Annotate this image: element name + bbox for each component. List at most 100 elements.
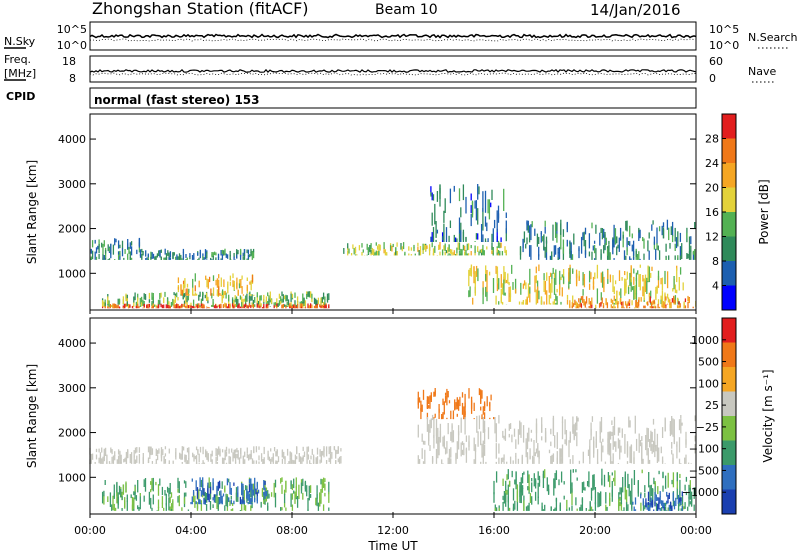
time-tick-label: 00:00 xyxy=(74,524,106,537)
nave-tick-bottom: 0 xyxy=(709,72,716,85)
time-tick-label: 20:00 xyxy=(579,524,611,537)
velocity-colorbar-tick-label: 500 xyxy=(698,356,719,369)
power-colorbar-tick-label: 28 xyxy=(705,133,719,146)
velocity-colorbar-tick-label: −100 xyxy=(689,443,719,456)
power-echo-region xyxy=(177,273,255,296)
velocity-echo-region xyxy=(632,491,683,511)
time-tick-label: 00:00 xyxy=(680,524,712,537)
velocity-colorbar-swatch xyxy=(722,342,736,367)
velocity-ytick-label: 3000 xyxy=(58,382,86,395)
power-echo-region xyxy=(139,248,255,260)
cpid-label: CPID xyxy=(6,90,35,103)
power-colorbar-tick-label: 8 xyxy=(712,255,719,268)
velocity-colorbar-swatch xyxy=(722,465,736,490)
freq-tick-bottom: 8 xyxy=(69,72,76,85)
power-colorbar-swatch xyxy=(722,285,736,310)
velocity-echo-region xyxy=(190,477,268,505)
nsky-label: N.Sky xyxy=(4,35,36,48)
nave-trace xyxy=(89,72,697,76)
power-colorbar-swatch xyxy=(722,212,736,237)
power-colorbar: 28 24 20 16 12 8 4 xyxy=(705,113,737,311)
velocity-colorbar-swatch xyxy=(722,416,736,441)
beam-label: Beam 10 xyxy=(375,2,438,18)
velocity-colorbar-tick-label: 1000 xyxy=(691,334,719,347)
time-tick-label: 12:00 xyxy=(377,524,409,537)
power-panel: 1000 2000 3000 4000 Slant Range [km] 28 24 20… xyxy=(25,113,771,311)
power-colorbar-tick-label: 16 xyxy=(705,206,719,219)
velocity-ylabel: Slant Range [km] xyxy=(25,364,39,468)
velocity-echo-region xyxy=(101,477,330,511)
power-echo-region xyxy=(569,295,697,309)
cpid-row: CPID normal (fast stereo) 153 xyxy=(6,87,697,109)
power-ytick-label: 2000 xyxy=(58,223,86,236)
freq-label: Freq. xyxy=(4,53,31,66)
noise-tick-left-top: 10^5 xyxy=(57,23,87,36)
power-colorbar-tick-label: 12 xyxy=(705,231,719,244)
velocity-ytick-label: 1000 xyxy=(58,471,86,484)
velocity-colorbar: 1000 500 100 25 −25 −100 −500 −1000 xyxy=(682,317,737,515)
velocity-colorbar-tick-label: 100 xyxy=(698,377,719,390)
noise-panel: N.Sky N.Search 10^5 10^0 10^5 10^0 xyxy=(4,21,798,52)
velocity-echo-region xyxy=(89,446,342,464)
power-colorbar-tick-label: 24 xyxy=(705,157,719,170)
velocity-colorbar-frame xyxy=(721,317,737,515)
date-label: 14/Jan/2016 xyxy=(590,1,681,19)
velocity-colorbar-swatch xyxy=(722,391,736,416)
time-axis: 00:00 04:00 08:00 12:00 16:00 20:00 00:00 xyxy=(74,308,712,537)
power-colorbar-label: Power [dB] xyxy=(757,179,771,244)
nave-tick-top: 60 xyxy=(709,55,723,68)
power-ytick-label: 3000 xyxy=(58,178,86,191)
power-echo-region xyxy=(90,237,141,260)
time-tick-label: 16:00 xyxy=(478,524,510,537)
power-echo-region xyxy=(519,219,696,260)
velocity-colorbar-label: Velocity [m s⁻¹] xyxy=(761,369,775,462)
nsearch-label: N.Search xyxy=(748,31,798,44)
time-axis-label: Time UT xyxy=(367,539,418,553)
time-tick-label: 08:00 xyxy=(276,524,308,537)
power-colorbar-swatch xyxy=(722,163,736,188)
velocity-colorbar-swatch xyxy=(722,318,736,343)
plot-title: Zhongshan Station (fitACF) xyxy=(92,0,309,18)
power-echoes xyxy=(90,184,697,309)
time-tick-label: 04:00 xyxy=(175,524,207,537)
velocity-echo-region xyxy=(493,468,697,511)
nsky-trace xyxy=(89,33,697,39)
freq-trace xyxy=(89,68,697,73)
velocity-colorbar-tick-label: −500 xyxy=(689,464,719,477)
power-y-ticks: 1000 2000 3000 4000 xyxy=(58,133,696,280)
freq-unit: [MHz] xyxy=(4,67,36,80)
power-echo-region xyxy=(468,264,684,305)
velocity-echo-region xyxy=(417,388,495,420)
power-colorbar-swatch xyxy=(722,236,736,261)
velocity-panel: 1000 2000 3000 4000 Slant Range [km] 1000 50… xyxy=(25,317,775,515)
velocity-y-ticks: 1000 2000 3000 4000 xyxy=(58,337,696,484)
power-colorbar-swatch xyxy=(722,114,736,139)
noise-tick-right-top: 10^5 xyxy=(709,23,739,36)
freq-tick-top: 18 xyxy=(62,55,76,68)
velocity-echo-region xyxy=(417,414,696,464)
nave-label: Nave xyxy=(748,65,776,78)
noise-tick-right-bottom: 10^0 xyxy=(709,39,739,52)
velocity-ytick-label: 2000 xyxy=(58,427,86,440)
freq-panel: Freq. [MHz] Nave 18 8 60 0 xyxy=(4,53,776,85)
velocity-colorbar-tick-label: 25 xyxy=(705,399,719,412)
power-ytick-label: 1000 xyxy=(58,267,86,280)
power-colorbar-swatch xyxy=(722,138,736,163)
power-echo-region xyxy=(430,184,507,242)
velocity-ytick-label: 4000 xyxy=(58,337,86,350)
velocity-echoes xyxy=(89,388,697,511)
velocity-colorbar-swatch xyxy=(722,367,736,392)
power-colorbar-tick-label: 4 xyxy=(712,280,719,293)
velocity-colorbar-tick-label: −1000 xyxy=(682,486,719,499)
power-ylabel: Slant Range [km] xyxy=(25,160,39,264)
power-colorbar-swatch xyxy=(722,261,736,286)
velocity-colorbar-tick-label: −25 xyxy=(696,421,719,434)
velocity-colorbar-swatch xyxy=(722,440,736,465)
power-echo-region xyxy=(343,242,507,256)
power-colorbar-swatch xyxy=(722,187,736,212)
power-echo-region xyxy=(101,303,330,309)
velocity-colorbar-swatch xyxy=(722,489,736,514)
noise-tick-left-bottom: 10^0 xyxy=(57,39,87,52)
nsearch-trace xyxy=(89,38,697,42)
power-colorbar-tick-label: 20 xyxy=(705,182,719,195)
